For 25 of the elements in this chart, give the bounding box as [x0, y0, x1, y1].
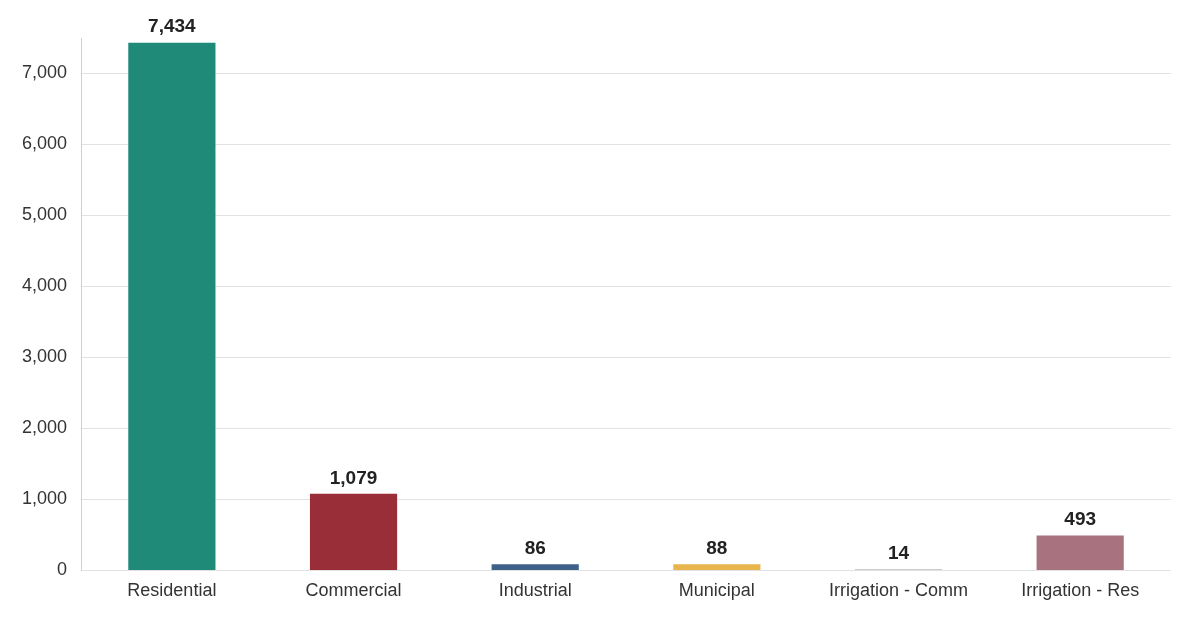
y-tick-label: 2,000	[22, 417, 68, 438]
y-tick-label: 1,000	[22, 488, 68, 509]
data-label: 88	[706, 536, 728, 558]
bar	[673, 564, 761, 570]
x-tick-label: Irrigation - Comm	[829, 580, 969, 601]
y-tick-label: 3,000	[22, 346, 68, 367]
y-tick-label: 7,000	[22, 62, 68, 83]
bar	[309, 493, 398, 570]
y-tick-label: 6,000	[22, 133, 68, 154]
bar	[491, 564, 579, 570]
x-tick-label: Residential	[127, 580, 217, 601]
data-label: 7,434	[148, 15, 197, 37]
x-tick-label: Commercial	[305, 580, 402, 601]
data-label: 14	[887, 542, 910, 564]
y-tick-label: 0	[57, 559, 68, 580]
data-label: 86	[524, 537, 546, 559]
x-tick-label: Municipal	[678, 580, 755, 601]
data-label: 1,079	[329, 466, 378, 488]
bar	[1036, 535, 1124, 570]
y-tick-label: 5,000	[22, 204, 68, 225]
x-tick-label: Irrigation - Res	[1021, 580, 1140, 601]
data-label: 493	[1064, 508, 1097, 530]
y-tick-label: 4,000	[22, 275, 68, 296]
x-tick-label: Industrial	[498, 580, 572, 601]
bar	[128, 42, 216, 570]
